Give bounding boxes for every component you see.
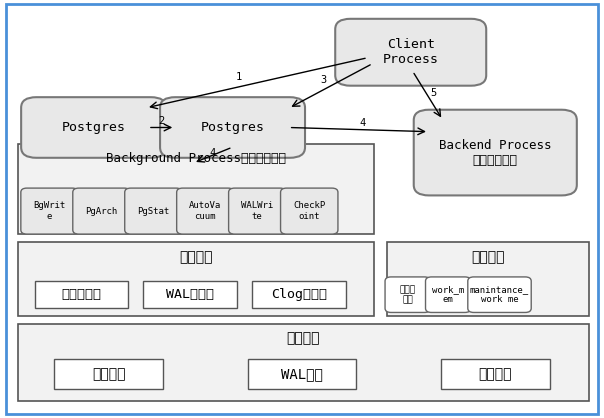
Text: 数据文件: 数据文件 (92, 367, 126, 381)
FancyBboxPatch shape (248, 359, 356, 389)
Text: BgWrit
e: BgWrit e (33, 201, 66, 221)
Text: 临时缓
冲区: 临时缓 冲区 (400, 285, 416, 304)
FancyBboxPatch shape (387, 242, 589, 316)
Text: 本地内存: 本地内存 (471, 250, 504, 264)
Text: PgArch: PgArch (85, 206, 118, 216)
Text: 5: 5 (431, 88, 437, 98)
Text: 3: 3 (320, 75, 326, 85)
FancyBboxPatch shape (54, 359, 163, 389)
FancyBboxPatch shape (280, 188, 338, 234)
FancyBboxPatch shape (177, 188, 234, 234)
Text: WAL文件: WAL文件 (281, 367, 323, 381)
FancyBboxPatch shape (414, 110, 577, 196)
FancyBboxPatch shape (6, 4, 598, 414)
Text: Clog缓冲区: Clog缓冲区 (271, 288, 327, 301)
FancyBboxPatch shape (21, 97, 166, 158)
Text: WALWri
te: WALWri te (241, 201, 274, 221)
Text: 2: 2 (159, 116, 165, 126)
FancyBboxPatch shape (18, 144, 374, 234)
Text: AutoVa
cuum: AutoVa cuum (189, 201, 222, 221)
Text: Postgres: Postgres (201, 121, 265, 134)
FancyBboxPatch shape (441, 359, 550, 389)
Text: 文件存储: 文件存储 (287, 331, 320, 345)
FancyBboxPatch shape (425, 277, 471, 313)
FancyBboxPatch shape (144, 281, 237, 308)
Text: Background Process（后台进程）: Background Process（后台进程） (106, 152, 286, 165)
Text: CheckP
oint: CheckP oint (293, 201, 326, 221)
FancyBboxPatch shape (124, 188, 182, 234)
FancyBboxPatch shape (160, 97, 305, 158)
Text: 4: 4 (210, 148, 216, 158)
FancyBboxPatch shape (18, 324, 589, 401)
Text: Client
Process: Client Process (383, 38, 439, 66)
FancyBboxPatch shape (335, 19, 486, 86)
Text: Postgres: Postgres (62, 121, 126, 134)
FancyBboxPatch shape (385, 277, 430, 313)
Text: Backend Process
（后端进程）: Backend Process （后端进程） (439, 139, 551, 166)
FancyBboxPatch shape (21, 188, 79, 234)
Text: 控制文件: 控制文件 (478, 367, 512, 381)
FancyBboxPatch shape (467, 277, 532, 313)
Text: 4: 4 (359, 118, 365, 128)
Text: 1: 1 (236, 72, 242, 82)
FancyBboxPatch shape (228, 188, 286, 234)
FancyBboxPatch shape (35, 281, 129, 308)
Text: work_m
em: work_m em (432, 285, 464, 304)
FancyBboxPatch shape (252, 281, 345, 308)
Text: WAL缓冲区: WAL缓冲区 (166, 288, 214, 301)
FancyBboxPatch shape (73, 188, 130, 234)
Text: 共享内存: 共享内存 (179, 250, 213, 264)
Text: 数据缓冲区: 数据缓冲区 (62, 288, 101, 301)
Text: manintance_
work me: manintance_ work me (470, 285, 529, 304)
Text: PgStat: PgStat (137, 206, 170, 216)
FancyBboxPatch shape (18, 242, 374, 316)
